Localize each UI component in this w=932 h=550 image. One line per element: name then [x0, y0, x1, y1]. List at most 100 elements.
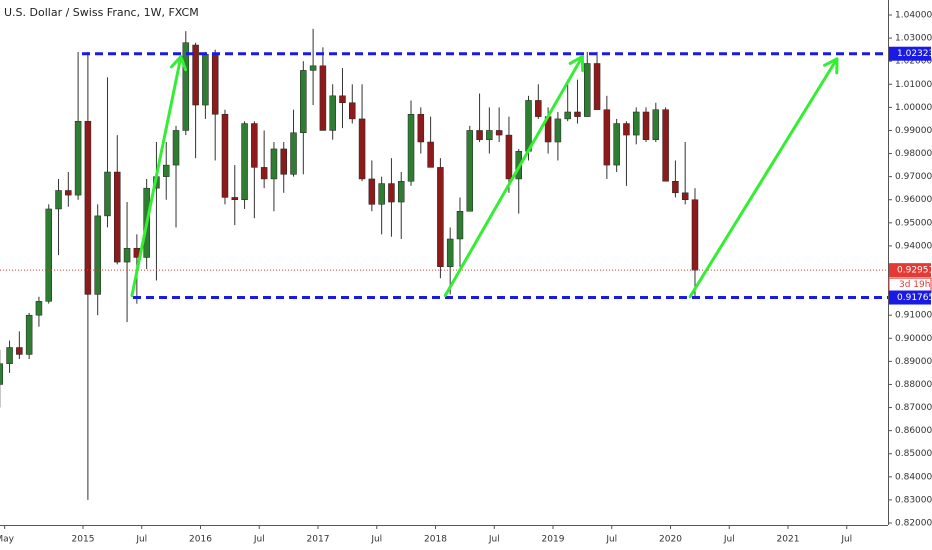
price-level-box	[889, 290, 931, 305]
trend-arrow	[130, 55, 183, 298]
candle-body	[427, 141, 434, 168]
countdown-label: 3d 19h	[899, 280, 930, 290]
y-tick-label: 0.86000	[895, 426, 932, 436]
y-tick-label: 1.02000	[895, 57, 932, 67]
y-tick-label: 0.91000	[895, 311, 932, 321]
x-tick-label: Jul	[723, 535, 735, 545]
candle-body	[368, 178, 376, 205]
candle-body	[231, 197, 239, 200]
candle-body	[319, 65, 327, 131]
y-tick-label: 1.00000	[895, 103, 932, 113]
price-level-box	[889, 263, 931, 278]
candle-body	[74, 120, 82, 196]
candle-body	[182, 42, 190, 131]
y-tick-label: 0.84000	[895, 472, 932, 482]
candle-body	[16, 347, 23, 355]
candle-body	[407, 114, 415, 182]
candle-body	[486, 130, 493, 140]
x-tick-label: 2016	[189, 535, 212, 545]
x-tick-label: Jul	[605, 535, 617, 545]
candle-body	[339, 95, 346, 103]
candle-body	[260, 167, 268, 180]
candle-body	[270, 148, 278, 180]
candle-body	[0, 363, 4, 385]
y-tick-label: 0.97000	[895, 172, 932, 182]
candle-body	[378, 183, 385, 205]
y-tick-label: 0.89000	[895, 357, 932, 367]
y-tick-label: 0.82000	[895, 519, 932, 529]
candle-body	[662, 109, 669, 182]
candle-body	[397, 181, 405, 203]
candle-body	[300, 70, 307, 134]
candle-body	[466, 130, 474, 212]
candle-body	[35, 301, 43, 316]
candle-body	[417, 114, 425, 143]
candle-body	[495, 130, 503, 136]
price-level-label: 0.92951	[897, 266, 932, 276]
candle-body	[221, 114, 229, 198]
candle-body	[104, 171, 111, 217]
candle-body	[584, 63, 591, 117]
candle-body	[525, 100, 532, 152]
candle-body	[211, 54, 219, 115]
candle-body	[172, 130, 180, 166]
x-tick-label: Jul	[840, 535, 852, 545]
x-tick-label: Jul	[370, 535, 382, 545]
x-tick-label: 2020	[659, 535, 682, 545]
x-tick-label: 2021	[777, 535, 800, 545]
candle-body	[6, 347, 13, 364]
candle-body	[192, 44, 199, 106]
trend-arrow-head	[568, 55, 585, 73]
y-tick-label: 0.95000	[895, 218, 932, 228]
chart-title: U.S. Dollar / Swiss Franc, 1W, FXCM	[4, 6, 199, 19]
x-tick-label: 2019	[542, 535, 565, 545]
x-tick-label: Jul	[135, 535, 147, 545]
candle-body	[691, 199, 699, 271]
candle-body	[476, 130, 483, 140]
candle-body	[535, 100, 542, 117]
candle-body	[114, 171, 121, 263]
candle-body	[84, 120, 92, 295]
candle-body	[358, 118, 366, 180]
candle-body	[642, 111, 650, 140]
candle-body	[564, 111, 571, 120]
candle-body	[290, 132, 297, 175]
x-tick-label: Jul	[488, 535, 500, 545]
candle-body	[505, 134, 513, 180]
candle-body	[241, 123, 248, 200]
candle-body	[251, 123, 258, 168]
y-tick-label: 1.04000	[895, 11, 932, 21]
candle-body	[388, 183, 395, 203]
candle-body	[55, 190, 62, 210]
trend-arrow	[688, 57, 839, 299]
candle-body	[25, 314, 33, 355]
x-tick-label: May	[0, 535, 15, 545]
candle-body	[65, 190, 72, 196]
candle-body	[437, 167, 444, 267]
candle-body	[574, 111, 581, 117]
y-tick-label: 0.94000	[895, 241, 932, 251]
candle-body	[162, 164, 170, 177]
candle-body	[123, 247, 131, 263]
x-tick-label: 2017	[307, 535, 330, 545]
y-tick-label: 0.83000	[895, 495, 932, 505]
candle-body	[681, 192, 689, 200]
y-tick-label: 0.87000	[895, 403, 932, 413]
y-tick-label: 0.96000	[895, 195, 932, 205]
y-tick-label: 1.03000	[895, 34, 932, 44]
candle-body	[603, 109, 611, 166]
candle-body	[94, 215, 101, 295]
price-level-label: 0.91765	[897, 293, 932, 303]
candle-body	[45, 208, 52, 302]
trend-arrow	[443, 55, 584, 298]
price-level-label: 1.02323	[897, 49, 932, 59]
x-tick-label: 2015	[72, 535, 95, 545]
y-tick-label: 0.88000	[895, 380, 932, 390]
y-tick-label: 1.01000	[895, 80, 932, 90]
y-tick-label: 0.85000	[895, 449, 932, 459]
candle-body	[446, 238, 454, 267]
candle-body	[456, 211, 464, 240]
trend-arrow-head	[169, 55, 188, 72]
